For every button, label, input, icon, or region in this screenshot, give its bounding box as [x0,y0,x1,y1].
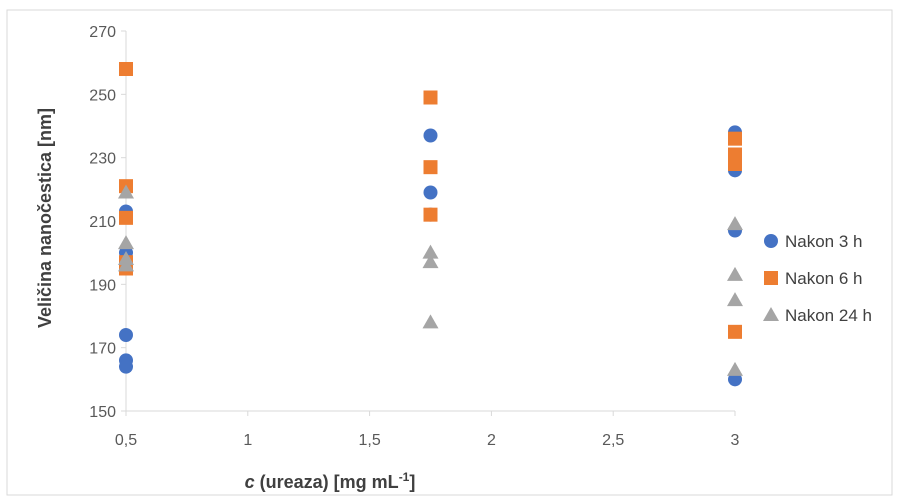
y-tick-label: 230 [89,151,116,168]
series-2-point [728,157,742,171]
series-2-point [119,210,133,225]
y-axis-ticks: 150 170 190 210 230 250 270 [89,24,126,421]
series-1-point [119,328,133,342]
y-tick-label: 210 [89,214,116,231]
series-3-point [422,314,439,329]
series-3-point [727,361,743,376]
series-3-point [118,235,134,250]
series-2-point [728,131,742,146]
x-tick-label: 1,5 [358,432,380,449]
series-1-point [423,128,438,143]
x-tick-label: 0,5 [115,432,137,449]
y-tick-label: 270 [89,24,116,41]
legend-label-2: Nakon 6 h [785,269,863,288]
y-tick-label: 250 [89,87,116,104]
series-2-point [423,160,438,175]
x-axis-title: c (ureaza) [mg mL-1] [245,470,416,492]
x-tick-label: 2 [487,432,496,449]
series-3-point [727,292,743,307]
series-3-point [422,254,439,269]
legend-label-3: Nakon 24 h [785,306,872,325]
series-3-point [727,216,743,231]
legend-marker-3 [763,307,779,321]
series-3-point [118,184,134,199]
series-2-point [728,324,742,339]
data-points [118,62,743,387]
series-2-point [423,207,438,222]
legend: Nakon 3 h Nakon 6 h Nakon 24 h [763,232,872,325]
x-tick-label: 2,5 [602,432,624,449]
chart-border [6,9,893,496]
series-2-point [119,62,133,76]
legend-marker-1 [764,234,778,248]
y-tick-label: 150 [89,404,116,421]
legend-marker-2 [764,271,778,285]
y-tick-label: 170 [89,341,116,358]
series-3-point [422,244,439,259]
x-tick-label: 3 [731,432,740,449]
y-axis-title: Veličina nanočestica [nm] [35,108,55,328]
series-1-point [423,185,438,200]
series-2-point [423,90,438,105]
x-axis-ticks: 0,5 1 1,5 2 2,5 3 [115,411,740,449]
x-tick-label: 1 [243,432,252,449]
series-1-point [119,359,133,374]
y-tick-label: 190 [89,277,116,294]
series-3-point [118,257,134,272]
legend-label-1: Nakon 3 h [785,232,863,251]
series-3-point [727,266,743,281]
